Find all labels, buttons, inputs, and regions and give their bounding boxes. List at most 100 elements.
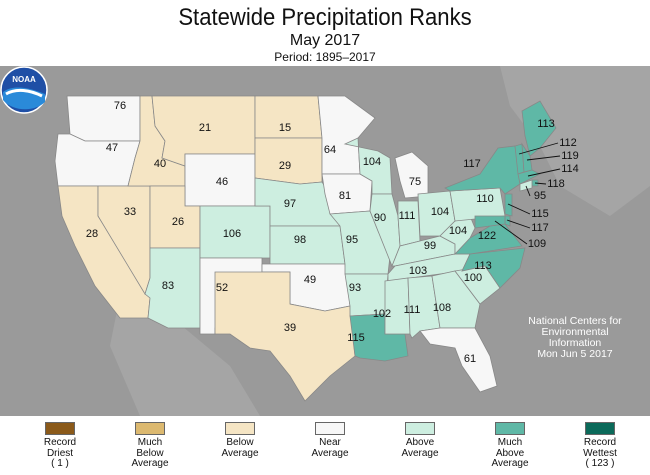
rank-label-de: 117 (531, 222, 549, 234)
rank-label-nd: 15 (279, 122, 291, 134)
map-subtitle: May 2017 (289, 32, 361, 49)
legend-label: ( 1 ) (51, 458, 69, 469)
rank-label-id: 40 (154, 158, 166, 170)
state-or (54, 133, 141, 187)
rank-label-md: 109 (528, 238, 546, 250)
rank-label-in: 111 (399, 210, 416, 222)
rank-label-sd: 29 (279, 160, 291, 172)
legend-item: Much Below Average (105, 422, 195, 470)
rank-label-al: 111 (404, 304, 421, 316)
legend-swatch (585, 422, 615, 435)
rank-label-tx: 39 (284, 322, 296, 334)
rank-label-ne: 97 (284, 198, 296, 210)
rank-label-ma: 114 (561, 163, 579, 175)
rank-label-la: 115 (347, 332, 365, 344)
credit-block: National Centers for Environmental Infor… (520, 316, 630, 360)
legend-label: Wettest (583, 447, 617, 459)
rank-label-ri: 118 (547, 178, 565, 190)
leader-line-ct (525, 185, 531, 197)
map-period: Period: 1895–2017 (274, 50, 376, 64)
credit-date: Mon Jun 5 2017 (537, 348, 613, 360)
legend-swatch (495, 422, 525, 435)
connectors-layer (494, 142, 561, 245)
legend-item: Record Driest( 1 ) (15, 422, 105, 470)
credit-line-2: Environmental (541, 326, 609, 338)
state-fl (419, 327, 498, 393)
rank-label-nm: 52 (216, 282, 228, 294)
state-nj (504, 193, 513, 217)
state-md (474, 215, 506, 229)
rank-label-sc: 100 (464, 272, 482, 284)
rank-label-ia: 81 (339, 190, 351, 202)
legend-label: Below (136, 447, 164, 459)
rank-label-ok: 49 (304, 274, 316, 286)
rank-label-vt: 112 (559, 137, 577, 149)
rank-label-pa: 110 (476, 193, 494, 205)
leader-line-vt (518, 142, 559, 155)
rank-label-wi: 104 (363, 156, 381, 168)
legend-label: Average (491, 458, 529, 469)
rank-label-mt: 21 (199, 122, 211, 134)
rank-label-nv: 33 (124, 206, 136, 218)
legend-label: Record (583, 437, 617, 448)
rank-label-il: 90 (374, 212, 386, 224)
rank-label-ny: 117 (463, 158, 481, 170)
rank-label-ga: 108 (433, 302, 451, 314)
state-ks (269, 225, 346, 265)
rank-label-wy: 46 (216, 176, 228, 188)
legend-label: Record (43, 437, 77, 448)
states-layer (54, 95, 557, 402)
rank-label-nh: 119 (561, 150, 579, 162)
leader-line-de (506, 219, 531, 229)
rank-label-mn: 64 (324, 144, 336, 156)
legend-item: Much Above Average (465, 422, 555, 470)
labels-layer: 76 47 28 33 40 21 46 26 83 106 52 15 29 97 98 49 39 64 81 9… (86, 100, 579, 365)
legend-label: Average (401, 447, 439, 459)
rank-label-mo: 95 (346, 234, 358, 246)
legend-item: Below Average (195, 422, 285, 459)
legend-label: Much (137, 437, 163, 448)
legend-item: Above Average (375, 422, 465, 459)
rank-label-oh: 104 (431, 206, 449, 218)
legend-swatch (315, 422, 345, 435)
state-in (397, 200, 421, 247)
leader-line-nh (526, 155, 561, 161)
legend-swatch (135, 422, 165, 435)
rank-label-va: 122 (478, 230, 496, 242)
rank-label-wv: 104 (449, 225, 467, 237)
leader-line-nj (507, 203, 531, 215)
legend-label: Above (405, 437, 435, 448)
legend-label: Below (226, 437, 254, 448)
mexico (110, 296, 260, 416)
legend-label: Above (495, 447, 525, 459)
state-wa (66, 95, 141, 142)
rank-label-ky: 99 (424, 240, 436, 252)
rank-label-me: 113 (537, 118, 555, 130)
leader-line-md (494, 220, 528, 245)
rank-label-ms: 102 (373, 308, 391, 320)
leader-line-ri (534, 182, 547, 185)
rank-label-tn: 103 (409, 265, 427, 277)
rank-label-or: 47 (106, 142, 118, 154)
rank-label-co: 106 (223, 228, 241, 240)
legend-swatch (405, 422, 435, 435)
rank-label-ar: 93 (349, 282, 361, 294)
state-ma (517, 169, 541, 185)
legend-label: ( 123 ) (585, 458, 615, 469)
rank-label-az: 83 (162, 280, 174, 292)
rank-label-ct: 95 (534, 190, 546, 202)
legend-label: Driest (46, 447, 74, 459)
credit-line-3: Information (548, 337, 602, 349)
leader-line-ma (527, 168, 561, 177)
map-header: Statewide Precipitation Ranks May 2017 P… (0, 0, 650, 66)
legend-swatch (45, 422, 75, 435)
rank-label-nc: 113 (474, 260, 492, 272)
legend-label: Near (319, 437, 341, 448)
us-state-map: 76 47 28 33 40 21 46 26 83 106 52 15 29 97 98 49 39 64 81 9… (0, 66, 650, 416)
rank-label-mi: 75 (409, 176, 421, 188)
credit-line-1: National Centers for (528, 315, 622, 327)
rank-label-ks: 98 (294, 234, 306, 246)
legend-label: Much (497, 437, 523, 448)
legend-item: Near Average (285, 422, 375, 459)
precipitation-map: 76 47 28 33 40 21 46 26 83 106 52 15 29 97 98 49 39 64 81 9… (0, 66, 650, 416)
